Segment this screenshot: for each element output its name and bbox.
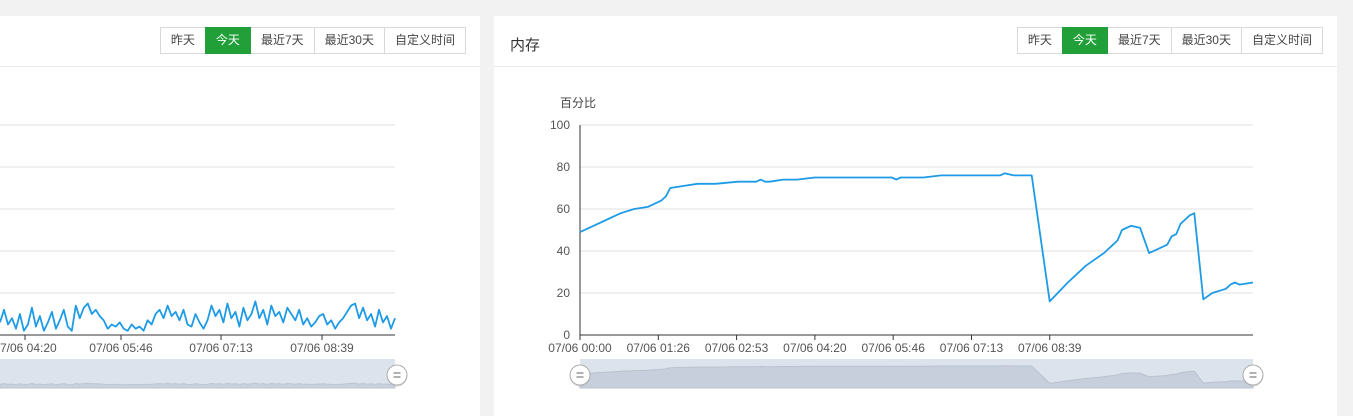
x-tick-label: 07/06 08:39 xyxy=(290,341,354,355)
handle-circle xyxy=(1242,364,1264,386)
btn-today[interactable]: 今天 xyxy=(1061,27,1108,54)
range-slider-preview xyxy=(0,382,396,389)
x-tick-label: 07/06 01:26 xyxy=(627,341,691,355)
btn-custom-time[interactable]: 自定义时间 xyxy=(1240,27,1323,54)
y-tick-label: 20 xyxy=(557,286,571,300)
y-tick-label: 100 xyxy=(550,118,570,132)
y-tick-label: 40 xyxy=(557,244,571,258)
y-tick-label: 80 xyxy=(557,160,571,174)
time-range-buttons: 昨天 今天 最近7天 最近30天 自定义时间 xyxy=(159,27,466,54)
x-tick-label: 07/06 02:53 xyxy=(705,341,769,355)
x-tick-label: 07/06 05:46 xyxy=(861,341,925,355)
cpu-line-chart: 07/06 04:20 07/06 05:46 07/06 07:13 07/06 0… xyxy=(0,124,408,389)
cpu-panel: 昨天 今天 最近7天 最近30天 自定义时间 07/06 04:2007/06 … xyxy=(0,16,480,416)
btn-last-7-days[interactable]: 最近7天 xyxy=(249,27,315,54)
btn-last-7-days[interactable]: 最近7天 xyxy=(1106,27,1172,54)
range-slider-preview xyxy=(579,365,1254,389)
handle-circle xyxy=(569,364,591,386)
y-tick-label: 0 xyxy=(563,328,570,342)
memory-series-line xyxy=(579,172,1254,303)
x-tick-label: 07/06 07:13 xyxy=(940,341,1004,355)
y-axis-label: 百分比 xyxy=(560,96,596,110)
x-tick-label: 07/06 07:13 xyxy=(189,341,253,355)
panel-header: 昨天 今天 最近7天 最近30天 自定义时间 xyxy=(0,16,480,67)
time-range-buttons: 昨天 今天 最近7天 最近30天 自定义时间 xyxy=(1016,27,1323,54)
x-tick-label: 07/06 04:20 xyxy=(783,341,847,355)
memory-panel: 内存 昨天 今天 最近7天 最近30天 自定义时间 百分比 0 20 40 60 80 10… xyxy=(494,16,1337,416)
range-slider-right-handle[interactable] xyxy=(1242,364,1264,387)
btn-today[interactable]: 今天 xyxy=(204,27,251,54)
panel-title: 内存 xyxy=(510,37,541,54)
panel-header: 内存 昨天 今天 最近7天 最近30天 自定义时间 xyxy=(494,16,1337,67)
memory-line-chart: 百分比 0 20 40 60 80 100 07/06 00:00 07/06 01:26 07/… xyxy=(548,96,1264,389)
cpu-series-line xyxy=(0,300,396,332)
x-tick-label: 07/06 00:00 xyxy=(548,341,612,355)
handle-circle xyxy=(386,364,408,386)
x-tick-label: 07/06 05:46 xyxy=(89,341,153,355)
range-slider-left-handle[interactable] xyxy=(569,364,591,387)
x-tick-label: 07/06 04:20 xyxy=(0,341,57,355)
range-slider-background[interactable] xyxy=(0,359,395,388)
x-tick-label: 07/06 08:39 xyxy=(1018,341,1082,355)
btn-yesterday[interactable]: 昨天 xyxy=(1016,27,1063,54)
btn-custom-time[interactable]: 自定义时间 xyxy=(383,27,466,54)
btn-yesterday[interactable]: 昨天 xyxy=(159,27,206,54)
btn-last-30-days[interactable]: 最近30天 xyxy=(1170,27,1242,54)
y-tick-label: 60 xyxy=(557,202,571,216)
range-slider-right-handle[interactable] xyxy=(386,364,408,387)
